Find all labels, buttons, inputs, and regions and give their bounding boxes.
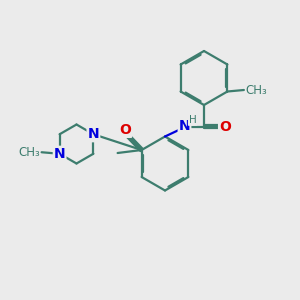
Text: CH₃: CH₃ (245, 83, 267, 97)
Text: O: O (119, 123, 131, 137)
Text: H: H (189, 115, 196, 125)
Text: N: N (88, 127, 99, 141)
Text: O: O (219, 120, 231, 134)
Text: CH₃: CH₃ (18, 146, 40, 159)
Text: N: N (179, 119, 190, 133)
Text: N: N (54, 147, 65, 161)
